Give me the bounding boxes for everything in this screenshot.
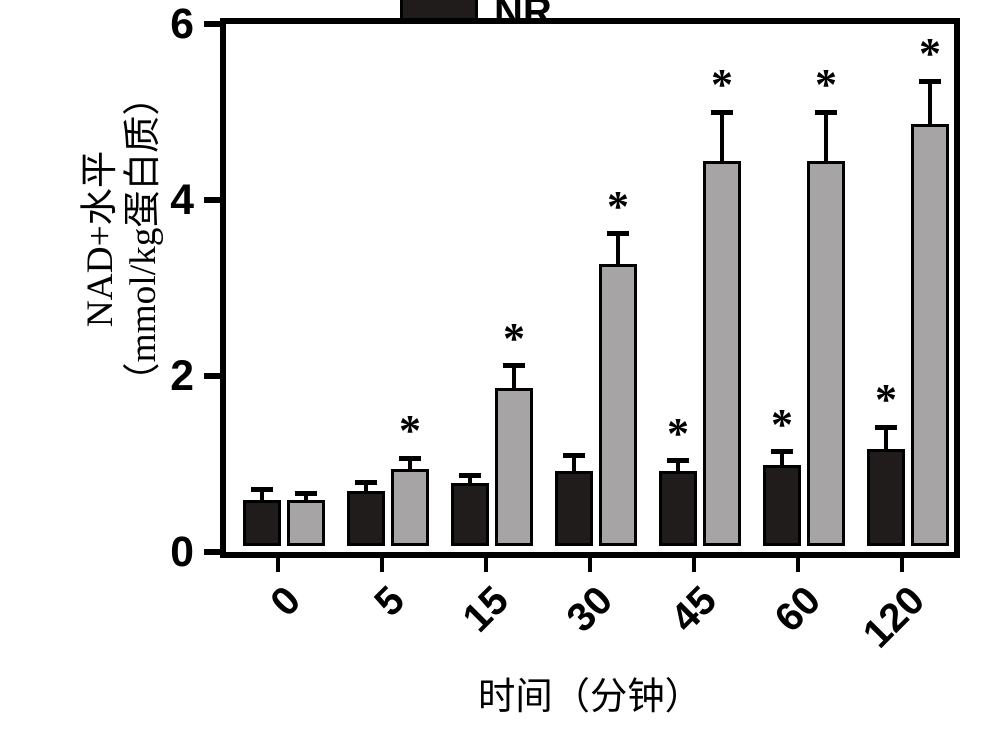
x-tick-mark bbox=[796, 558, 800, 572]
errorbar-cap bbox=[667, 458, 689, 463]
y-tick-mark bbox=[204, 197, 220, 209]
plot-area: * * * * * * * * * bbox=[220, 18, 960, 558]
bar-nr bbox=[659, 471, 697, 546]
bar-nrh bbox=[391, 469, 429, 546]
errorbar-stem bbox=[512, 366, 516, 388]
y-axis-label-line1: NAD+水平 bbox=[80, 0, 123, 482]
figure: NRNRH NAD+水平 （mmol/kg蛋白质） ********* 0246… bbox=[0, 0, 1000, 739]
significance-marker: * bbox=[919, 28, 941, 79]
errorbar-cap bbox=[875, 425, 897, 430]
errorbar-cap bbox=[459, 473, 481, 478]
bar-nr bbox=[867, 449, 905, 546]
errorbar-cap bbox=[815, 110, 837, 115]
significance-marker: * bbox=[503, 313, 525, 364]
significance-marker: * bbox=[711, 59, 733, 110]
errorbar-stem bbox=[928, 81, 932, 123]
y-tick-mark bbox=[204, 549, 220, 561]
errorbar-cap bbox=[503, 363, 525, 368]
errorbar-cap bbox=[295, 491, 317, 496]
bar-nrh bbox=[703, 161, 741, 546]
significance-marker: * bbox=[399, 405, 421, 456]
bar-nrh bbox=[599, 264, 637, 546]
bar-nr bbox=[243, 500, 281, 546]
errorbar-cap bbox=[399, 456, 421, 461]
bar-nrh bbox=[495, 388, 533, 546]
errorbar-stem bbox=[884, 427, 888, 449]
x-tick-label: 120 bbox=[845, 578, 933, 666]
x-tick-mark bbox=[380, 558, 384, 572]
y-tick-label: 2 bbox=[144, 352, 194, 401]
x-tick-mark bbox=[484, 558, 488, 572]
errorbar-cap bbox=[607, 231, 629, 236]
errorbar-cap bbox=[771, 449, 793, 454]
errorbar-cap bbox=[711, 110, 733, 115]
bar-nrh bbox=[807, 161, 845, 546]
significance-marker: * bbox=[875, 374, 897, 425]
x-tick-mark bbox=[276, 558, 280, 572]
y-tick-label: 6 bbox=[144, 0, 194, 49]
errorbar-stem bbox=[824, 112, 828, 160]
significance-marker: * bbox=[607, 181, 629, 232]
x-tick-mark bbox=[588, 558, 592, 572]
y-tick-label: 0 bbox=[144, 528, 194, 577]
bar-nrh bbox=[287, 500, 325, 546]
errorbar-cap bbox=[251, 487, 273, 492]
x-tick-label: 15 bbox=[429, 578, 517, 666]
bar-nrh bbox=[911, 124, 949, 546]
bar-nr bbox=[451, 483, 489, 546]
y-axis-label: NAD+水平 （mmol/kg蛋白质） bbox=[80, 0, 166, 482]
errorbar-cap bbox=[355, 480, 377, 485]
x-tick-label: 30 bbox=[533, 578, 621, 666]
y-tick-mark bbox=[204, 373, 220, 385]
x-tick-mark bbox=[692, 558, 696, 572]
bar-nr bbox=[347, 491, 385, 546]
x-tick-label: 45 bbox=[637, 578, 725, 666]
y-axis-label-line2: （mmol/kg蛋白质） bbox=[123, 0, 166, 482]
x-tick-label: 0 bbox=[221, 578, 309, 666]
significance-marker: * bbox=[815, 59, 837, 110]
x-axis-label: 时间（分钟） bbox=[220, 666, 960, 720]
x-axis-label-text: 时间（分钟） bbox=[478, 677, 702, 718]
errorbar-cap bbox=[563, 453, 585, 458]
errorbar-stem bbox=[616, 234, 620, 265]
significance-marker: * bbox=[667, 408, 689, 459]
x-tick-label: 60 bbox=[741, 578, 829, 666]
y-tick-label: 4 bbox=[144, 176, 194, 225]
x-tick-label: 5 bbox=[325, 578, 413, 666]
errorbar-stem bbox=[720, 112, 724, 160]
errorbar-cap bbox=[919, 79, 941, 84]
y-tick-mark bbox=[204, 21, 220, 33]
x-tick-mark bbox=[900, 558, 904, 572]
bar-nr bbox=[763, 465, 801, 546]
bar-nr bbox=[555, 471, 593, 546]
significance-marker: * bbox=[771, 399, 793, 450]
